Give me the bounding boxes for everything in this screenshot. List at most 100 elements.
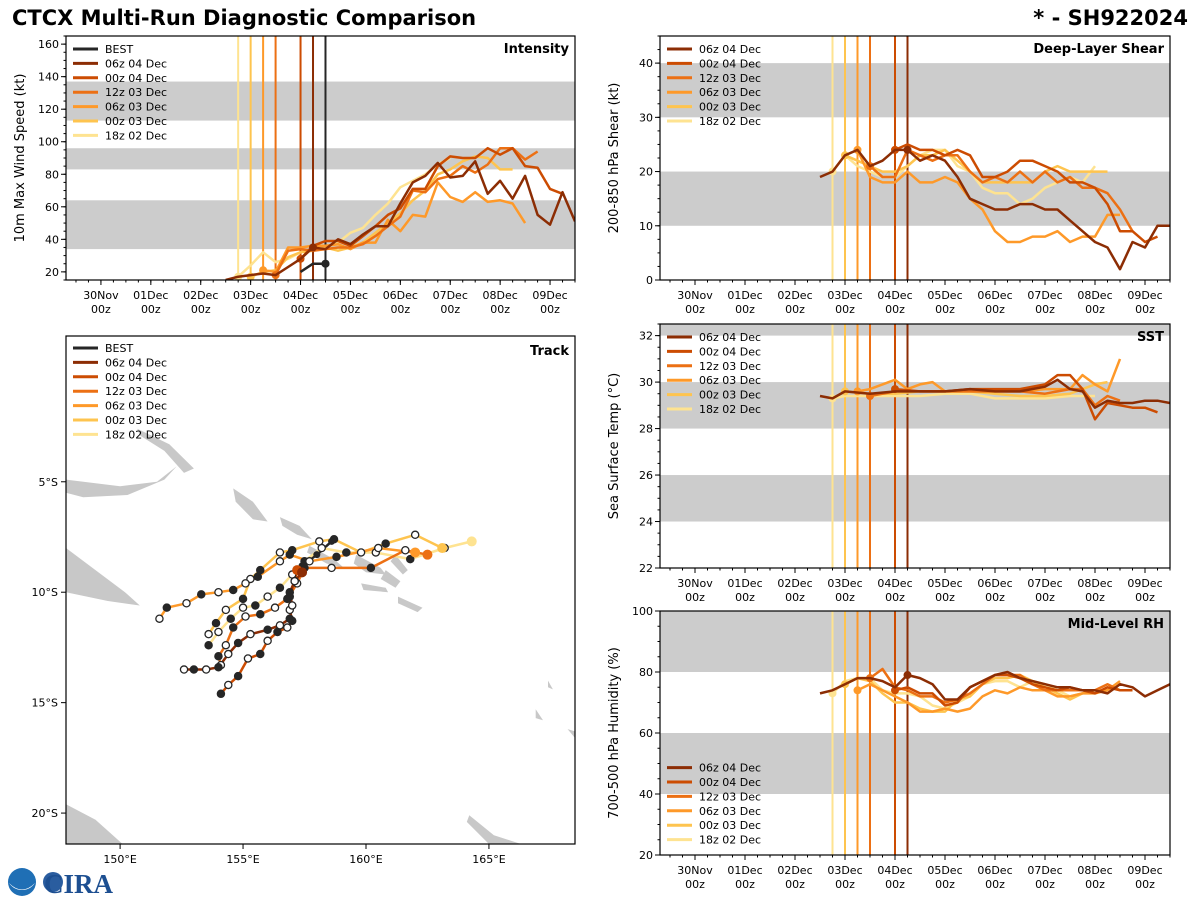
landmass bbox=[279, 517, 312, 540]
panel-title: Intensity bbox=[504, 42, 570, 57]
landmass bbox=[233, 488, 268, 522]
landmass bbox=[398, 596, 423, 613]
y-tick-label: 120 bbox=[38, 103, 59, 116]
series-line bbox=[856, 680, 1121, 713]
x-tick-label: 00z bbox=[490, 303, 510, 316]
track-point-00z bbox=[216, 689, 226, 699]
panel-title: Track bbox=[530, 344, 569, 359]
landmass bbox=[66, 548, 140, 606]
y-tick-label: 140 bbox=[38, 71, 59, 84]
track-start-marker bbox=[466, 536, 477, 547]
track-point-00z bbox=[226, 614, 235, 623]
x-tick-label: 30Nov bbox=[677, 577, 713, 590]
legend-label: 00z 03 Dec bbox=[105, 115, 167, 128]
threshold-band bbox=[66, 81, 575, 121]
y-tick-label: 80 bbox=[45, 168, 59, 181]
track-point-12z bbox=[305, 557, 314, 566]
x-tick-label: 00z bbox=[390, 303, 410, 316]
y-tick-label: 10°S bbox=[32, 586, 58, 599]
x-tick-label: 09Dec bbox=[1127, 864, 1162, 877]
x-tick-label: 00z bbox=[1085, 878, 1105, 891]
x-tick-label: 30Nov bbox=[677, 864, 713, 877]
x-tick-label: 02Dec bbox=[183, 289, 218, 302]
landmass bbox=[535, 709, 543, 721]
track-point-12z bbox=[241, 579, 250, 588]
legend-label: 00z 03 Dec bbox=[105, 414, 167, 427]
track-point-00z bbox=[162, 603, 172, 612]
x-tick-label: 01Dec bbox=[727, 289, 762, 302]
x-tick-label: 00z bbox=[985, 591, 1005, 604]
panel-title: Deep-Layer Shear bbox=[1033, 42, 1164, 57]
x-tick-label: 00z bbox=[241, 303, 261, 316]
page-title: CTCX Multi-Run Diagnostic Comparison bbox=[12, 6, 477, 30]
track-point-00z bbox=[211, 618, 221, 628]
track-point-00z bbox=[256, 610, 265, 619]
series-line bbox=[831, 676, 1096, 710]
threshold-band bbox=[660, 611, 1170, 672]
x-tick-label: 06Dec bbox=[977, 289, 1012, 302]
x-tick-label: 00z bbox=[1135, 878, 1155, 891]
track-point-00z bbox=[285, 614, 295, 623]
series-line bbox=[844, 673, 1108, 713]
x-tick-label: 00z bbox=[885, 591, 905, 604]
track-point-12z bbox=[221, 605, 231, 615]
y-tick-label: 32 bbox=[639, 330, 653, 343]
plot-area bbox=[66, 36, 575, 280]
x-tick-label: 04Dec bbox=[283, 289, 318, 302]
x-tick-label: 02Dec bbox=[777, 864, 812, 877]
x-tick-label: 05Dec bbox=[333, 289, 368, 302]
track-point-12z bbox=[275, 548, 285, 557]
x-tick-label: 00z bbox=[785, 303, 805, 316]
series-line bbox=[832, 392, 1095, 400]
y-tick-label: 20 bbox=[639, 166, 653, 179]
init-marker bbox=[903, 671, 912, 680]
legend-label: 00z 04 Dec bbox=[699, 57, 761, 70]
x-tick-label: 00z bbox=[1035, 878, 1055, 891]
map-area bbox=[66, 428, 575, 844]
x-tick-label: 00z bbox=[985, 303, 1005, 316]
legend-label: 06z 03 Dec bbox=[105, 400, 167, 413]
x-tick-label: 00z bbox=[835, 878, 855, 891]
y-tick-label: 20°S bbox=[32, 807, 58, 820]
init-marker bbox=[891, 686, 899, 695]
plot-area bbox=[660, 611, 1170, 855]
legend-label: 12z 03 Dec bbox=[699, 790, 761, 803]
track-point-00z bbox=[381, 539, 390, 548]
x-tick-label: 155°E bbox=[226, 853, 259, 866]
x-tick-label: 30Nov bbox=[677, 289, 713, 302]
axes-frame bbox=[65, 335, 576, 845]
noaa-icon bbox=[8, 868, 36, 896]
x-tick-label: 00z bbox=[785, 878, 805, 891]
x-tick-label: 08Dec bbox=[1077, 577, 1112, 590]
x-tick-label: 07Dec bbox=[1027, 577, 1062, 590]
legend-label: 06z 03 Dec bbox=[699, 374, 761, 387]
axes-frame bbox=[659, 323, 1171, 569]
threshold-band bbox=[66, 200, 575, 250]
y-tick-label: 26 bbox=[639, 469, 653, 482]
landmass bbox=[567, 729, 575, 738]
init-marker bbox=[853, 686, 862, 695]
landmass bbox=[66, 804, 123, 844]
x-tick-label: 00z bbox=[191, 303, 211, 316]
track-point-12z bbox=[327, 563, 336, 573]
threshold-band bbox=[660, 63, 1170, 118]
x-tick-label: 00z bbox=[835, 303, 855, 316]
legend-label: 18z 02 Dec bbox=[105, 129, 167, 142]
track-point-12z bbox=[155, 614, 164, 623]
track-point-00z bbox=[263, 625, 272, 635]
track-point-00z bbox=[406, 554, 415, 564]
landmass bbox=[390, 554, 408, 575]
track-point-00z bbox=[204, 640, 213, 650]
track-point-12z bbox=[401, 545, 410, 555]
y-axis-label: 10m Max Wind Speed (kt) bbox=[13, 74, 28, 243]
y-axis-label: Sea Surface Temp (°C) bbox=[607, 373, 622, 520]
init-marker bbox=[903, 145, 912, 154]
legend-label: BEST bbox=[105, 342, 133, 355]
y-tick-label: 30 bbox=[639, 111, 653, 124]
track-point-12z bbox=[356, 548, 366, 557]
track-point-12z bbox=[374, 543, 383, 553]
x-tick-label: 06Dec bbox=[977, 577, 1012, 590]
x-tick-label: 05Dec bbox=[927, 289, 962, 302]
x-tick-label: 07Dec bbox=[1027, 289, 1062, 302]
track-point-12z bbox=[224, 680, 233, 690]
